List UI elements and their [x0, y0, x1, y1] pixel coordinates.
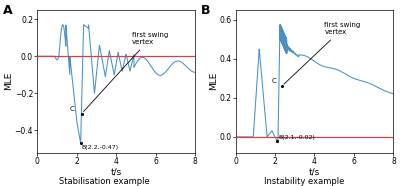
- Y-axis label: MLE: MLE: [4, 72, 13, 90]
- Y-axis label: MLE: MLE: [209, 72, 218, 90]
- Text: C: C: [271, 78, 276, 84]
- Text: A: A: [2, 4, 12, 17]
- Text: B: B: [201, 4, 210, 17]
- X-axis label: t/s: t/s: [309, 167, 320, 176]
- Text: B(2.2,-0.47): B(2.2,-0.47): [82, 145, 119, 150]
- Text: first swing
vertex: first swing vertex: [84, 32, 168, 112]
- X-axis label: t/s: t/s: [110, 167, 122, 176]
- Text: C: C: [70, 106, 75, 112]
- Text: Stabilisation example: Stabilisation example: [59, 177, 149, 186]
- Text: B(2.1,-0.02): B(2.1,-0.02): [278, 135, 315, 140]
- Text: first swing
vertex: first swing vertex: [284, 22, 361, 84]
- Text: Instability example: Instability example: [264, 177, 344, 186]
